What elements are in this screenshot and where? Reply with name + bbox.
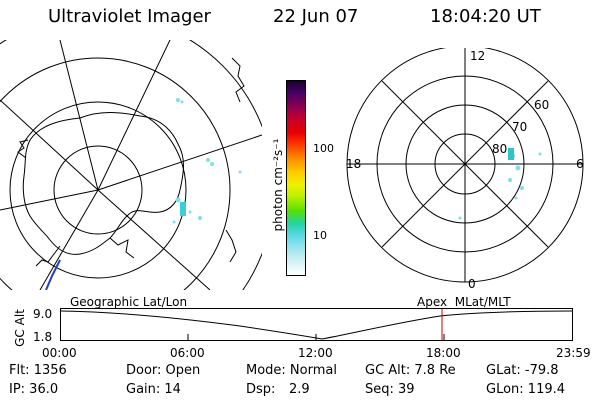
- label-0: 0: [468, 277, 476, 290]
- time-tick-label: 18:00: [426, 346, 461, 360]
- geographic-map-panel: [0, 40, 262, 290]
- colorbar-tick-100: 100: [313, 142, 334, 155]
- lat-circle: [9, 101, 187, 279]
- gain-field: Gain: 14: [126, 382, 181, 397]
- aurora-speck: [206, 158, 210, 162]
- strip-left-label: Geographic Lat/Lon: [70, 295, 188, 309]
- glon-field: GLon: 119.4: [486, 382, 566, 397]
- time-tick-label: 00:00: [42, 346, 77, 360]
- aurora-speck: [188, 210, 192, 214]
- label-18: 18: [346, 157, 361, 171]
- label-80: 80: [492, 142, 507, 156]
- gc-alt-axis-label: GC Alt: [13, 309, 27, 347]
- label-60: 60: [534, 98, 549, 112]
- coastline: [35, 245, 61, 267]
- glat-field: GLat: -79.8: [486, 363, 559, 378]
- coastline: [109, 237, 135, 259]
- colorbar-gradient: [287, 81, 305, 275]
- app-title: Ultraviolet Imager: [48, 6, 211, 27]
- lat-circle: [0, 40, 262, 290]
- label-70: 70: [512, 120, 527, 134]
- strip-right-label: Apex MLat/MLT: [417, 295, 511, 309]
- label-6: 6: [576, 157, 584, 171]
- meridian: [0, 99, 99, 191]
- time-tick-label: 23:59: [556, 346, 591, 360]
- aurora-speck: [238, 170, 242, 174]
- time-label: 18:04:20 UT: [430, 6, 541, 27]
- lat-circle: [0, 57, 231, 290]
- aurora-patch: [508, 148, 514, 160]
- dsp-value: 2.9: [289, 382, 310, 397]
- flt-field: Flt: 1356: [9, 363, 67, 378]
- aurora-speck: [515, 165, 521, 171]
- aurora-speck: [198, 216, 202, 220]
- date-label: 22 Jun 07: [273, 6, 359, 27]
- coastline: [17, 139, 29, 159]
- aurora-patch: [180, 202, 186, 216]
- meridian: [39, 189, 99, 290]
- aurora-speck: [172, 220, 176, 224]
- altitude-curve: [60, 310, 573, 340]
- colorbar-tick-10: 10: [313, 229, 327, 242]
- seq-field: Seq: 39: [365, 382, 415, 397]
- ip-field: IP: 36.0: [9, 382, 59, 397]
- strip-ytick-1.8: 1.8: [33, 330, 53, 344]
- time-tick-label: 06:00: [170, 346, 205, 360]
- gc-alt-field: GC Alt: 7.8 Re: [365, 363, 456, 378]
- aurora-speck: [175, 197, 181, 203]
- label-12: 12: [470, 49, 485, 63]
- time-tick-label: 12:00: [298, 346, 333, 360]
- coastline: [225, 229, 237, 263]
- altitude-plot: [60, 308, 573, 341]
- aurora-speck: [520, 186, 524, 190]
- coastline: [22, 112, 184, 255]
- meridian: [0, 189, 99, 211]
- meridian: [59, 40, 99, 191]
- colorbar: [286, 80, 306, 276]
- colorbar-label: photon cm⁻²s⁻¹: [271, 138, 285, 232]
- lat-circle: [53, 145, 143, 235]
- aurora-speck: [210, 162, 214, 166]
- strip-ytick-9: 9.0: [33, 307, 53, 321]
- aurora-speck: [514, 196, 518, 200]
- aurora-speck: [176, 98, 180, 102]
- coastline: [231, 57, 245, 103]
- door-field: Door: Open: [126, 363, 201, 378]
- meridian: [97, 134, 262, 191]
- polar-grid-panel: 12 60 70 80 18 6 0: [346, 48, 584, 290]
- aurora-speck: [538, 152, 542, 156]
- aurora-speck: [458, 216, 462, 220]
- aurora-speck: [180, 100, 184, 104]
- aurora-speck: [508, 178, 512, 182]
- coastline: [45, 259, 61, 290]
- polar-diagonal: [381, 80, 549, 248]
- altitude-plot-frame: [60, 308, 573, 341]
- dsp-label: Dsp:: [246, 382, 276, 397]
- mode-field: Mode: Normal: [246, 363, 337, 378]
- meridian: [97, 189, 211, 290]
